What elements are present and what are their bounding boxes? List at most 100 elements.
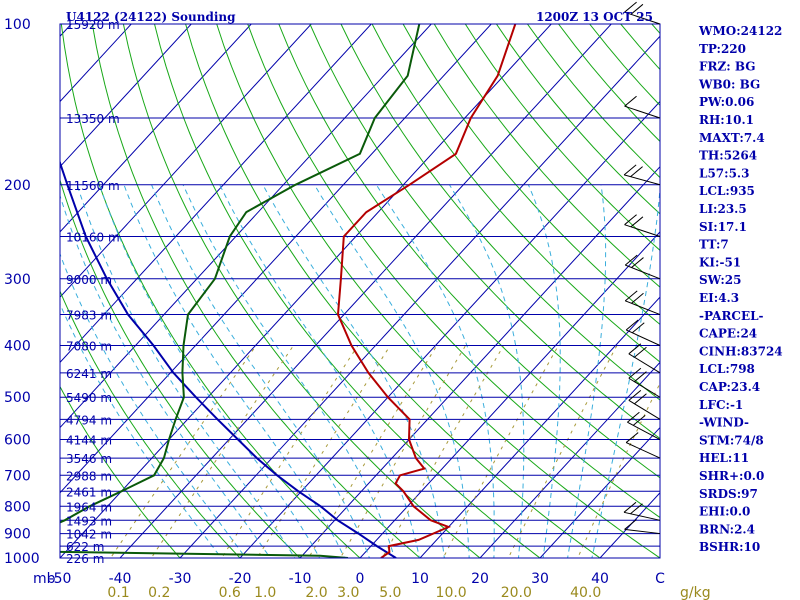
index-value: TH:5264 — [699, 149, 757, 163]
wind-barb-flag — [630, 216, 644, 228]
moist-adiabat-line — [567, 184, 607, 558]
moist-adiabat-line — [60, 193, 271, 558]
pressure-tick-label: 500 — [4, 390, 31, 406]
isotherm-line — [539, 426, 660, 558]
pressure-tick-label: 100 — [4, 17, 31, 33]
mixing-ratio-axis-label: g/kg — [680, 585, 711, 600]
wind-barb-flag — [630, 166, 643, 178]
mixing-ratio-line — [442, 345, 559, 558]
temperature-tick-label: -10 — [289, 571, 312, 587]
wind-barb-flag — [624, 254, 638, 266]
moist-adiabat-line — [76, 184, 296, 558]
wind-barb-flag — [628, 367, 642, 379]
height-label: 10160 m — [66, 230, 120, 244]
index-value: HEL:11 — [699, 451, 749, 465]
wind-barb — [623, 511, 661, 521]
height-label: 622 m — [66, 540, 104, 554]
wind-barb-flag — [631, 257, 644, 268]
moist-adiabat-line — [527, 184, 561, 558]
pressure-tick-label: 600 — [4, 433, 31, 449]
index-value: SW:25 — [699, 273, 741, 287]
isotherm-line — [60, 24, 552, 558]
moist-adiabat-line — [219, 184, 420, 558]
index-value: PW:0.06 — [699, 95, 754, 109]
mixing-ratio-tick-label: 3.0 — [337, 585, 359, 600]
isotherm-line — [239, 100, 660, 558]
chart-title: U4122 (24122) Sounding — [66, 10, 236, 24]
dry-adiabat-line — [557, 24, 660, 143]
dry-adiabat-line — [185, 24, 601, 558]
height-label: 1964 m — [66, 500, 112, 514]
index-value: FRZ: BG — [699, 60, 755, 74]
index-value: BSHR:10 — [699, 540, 760, 554]
index-value: CAP:23.4 — [699, 380, 760, 394]
wind-barb-flag — [625, 319, 639, 331]
mixing-ratio-tick-label: 20.0 — [501, 585, 532, 600]
height-label: 6241 m — [66, 367, 112, 381]
height-label: 11560 m — [66, 179, 120, 193]
index-value: EI:4.3 — [699, 291, 739, 305]
height-label: 2988 m — [66, 469, 112, 483]
temperature-tick-label: 0 — [356, 571, 365, 587]
mixing-ratio-line — [150, 345, 294, 558]
wind-barb-flag — [624, 214, 637, 226]
temperature-tick-label: -40 — [109, 571, 132, 587]
index-value: SHR+:0.0 — [699, 469, 764, 483]
index-value: KI:-51 — [699, 255, 741, 269]
moist-adiabat-line — [98, 184, 321, 558]
wind-barb-flag — [628, 389, 642, 401]
isotherm-line — [60, 24, 312, 298]
wind-barb-flag — [634, 393, 647, 405]
isotherm-line — [60, 24, 192, 168]
index-value: CAPE:24 — [699, 327, 757, 341]
temperature-tick-label: 30 — [531, 571, 549, 587]
moist-adiabat-line — [151, 184, 371, 558]
index-value: LCL:798 — [699, 362, 755, 376]
isotherm-line — [359, 231, 660, 558]
pressure-axis-label: mb — [33, 571, 56, 587]
height-label: 7080 m — [66, 340, 112, 354]
wind-barb-flag — [623, 164, 637, 176]
wind-barb-flag — [631, 322, 645, 334]
temperature-tick-label: 20 — [471, 571, 489, 587]
isotherm-line — [60, 24, 492, 494]
height-label: 226 m — [66, 552, 104, 566]
pressure-tick-label: 900 — [4, 527, 31, 543]
mixing-ratio-tick-label: 0.2 — [148, 585, 170, 600]
wind-barb — [624, 528, 661, 535]
wind-barb-flag — [627, 411, 640, 423]
index-value: LCL:935 — [699, 184, 755, 198]
wind-barb — [624, 11, 661, 25]
dry-adiabat-line — [91, 24, 421, 558]
temperature-tick-label: C — [655, 571, 665, 587]
index-value: SI:17.1 — [699, 220, 747, 234]
moist-adiabat-line — [182, 184, 395, 558]
index-value: EHI:0.0 — [699, 505, 750, 519]
mixing-ratio-tick-label: 10.0 — [436, 585, 467, 600]
pressure-tick-label: 1000 — [4, 551, 40, 567]
wind-barb — [628, 399, 661, 420]
index-value: MAXT:7.4 — [699, 131, 765, 145]
pressure-tick-label: 400 — [4, 339, 31, 355]
mixing-ratio-tick-label: 40.0 — [570, 585, 601, 600]
pressure-tick-label: 200 — [4, 178, 31, 194]
grid-lines — [60, 24, 660, 558]
wind-barb-flag — [630, 3, 644, 15]
temperature-tick-label: -20 — [229, 571, 252, 587]
wind-barb-flag — [631, 292, 644, 304]
wind-barb-flag — [624, 1, 637, 13]
height-label: 1042 m — [66, 528, 112, 542]
index-value: L57:5.3 — [699, 166, 749, 180]
mixing-ratio-tick-label: 2.0 — [305, 585, 327, 600]
temperature-tick-label: 10 — [411, 571, 429, 587]
isotherm-line — [119, 24, 612, 558]
moist-adiabat-line — [60, 302, 222, 558]
wind-barb-flag — [630, 503, 643, 515]
wind-barb-flag — [634, 371, 647, 383]
pressure-tick-label: 700 — [4, 468, 31, 484]
moist-adiabat-line — [591, 184, 660, 558]
wind-barb — [624, 105, 661, 119]
dry-adiabat-line — [588, 24, 660, 107]
index-panel: WMO:24122 TP:220 FRZ: BG WB0: BG PW:0.06 RH:1… — [698, 24, 783, 554]
dry-adiabat-line — [60, 289, 241, 558]
